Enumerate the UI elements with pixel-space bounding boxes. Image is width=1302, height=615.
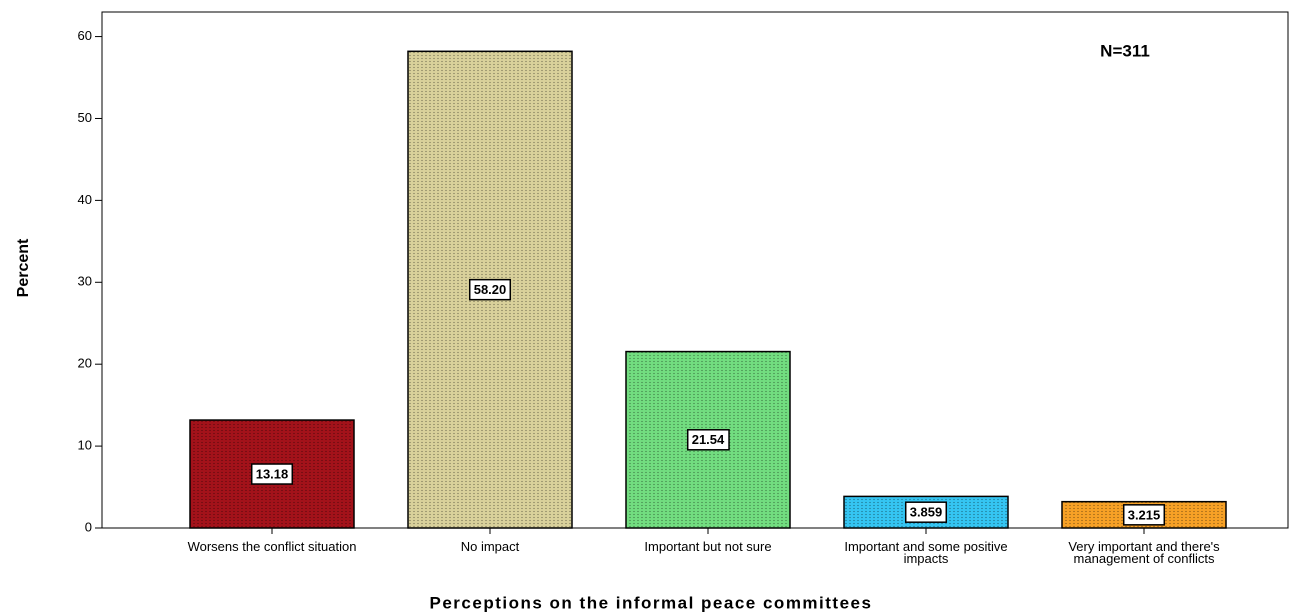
y-tick-label: 30 — [78, 274, 92, 289]
x-tick-label: Very important and there's management of… — [1068, 539, 1220, 566]
x-tick-label: No impact — [460, 539, 520, 554]
value-label-box — [1122, 504, 1166, 526]
y-tick-label: 50 — [78, 110, 92, 125]
y-tick-label: 10 — [78, 438, 92, 453]
annotation: N=311 — [1100, 41, 1150, 60]
y-tick-label: 20 — [78, 356, 92, 371]
value-label: 3.859 — [910, 505, 943, 520]
y-axis-label: Percent — [15, 238, 32, 297]
y-tick-label: 40 — [78, 192, 92, 207]
value-label-box — [468, 278, 512, 301]
y-tick-label: 0 — [85, 519, 92, 534]
x-tick-label: Important and some positive impacts — [844, 539, 1008, 566]
value-label-box — [686, 429, 730, 451]
x-axis-label: Perceptions on the informal peace commit… — [430, 593, 873, 612]
value-label-box — [250, 463, 294, 485]
x-tick-label: Worsens the conflict situation — [187, 539, 357, 554]
value-label-box — [904, 501, 948, 523]
x-tick-label: Important but not sure — [644, 539, 772, 554]
value-label: 13.18 — [256, 466, 289, 481]
value-label: 3.215 — [1128, 507, 1161, 522]
y-tick-label: 60 — [78, 28, 92, 43]
value-label: 58.20 — [474, 282, 507, 297]
value-label: 21.54 — [692, 432, 725, 447]
